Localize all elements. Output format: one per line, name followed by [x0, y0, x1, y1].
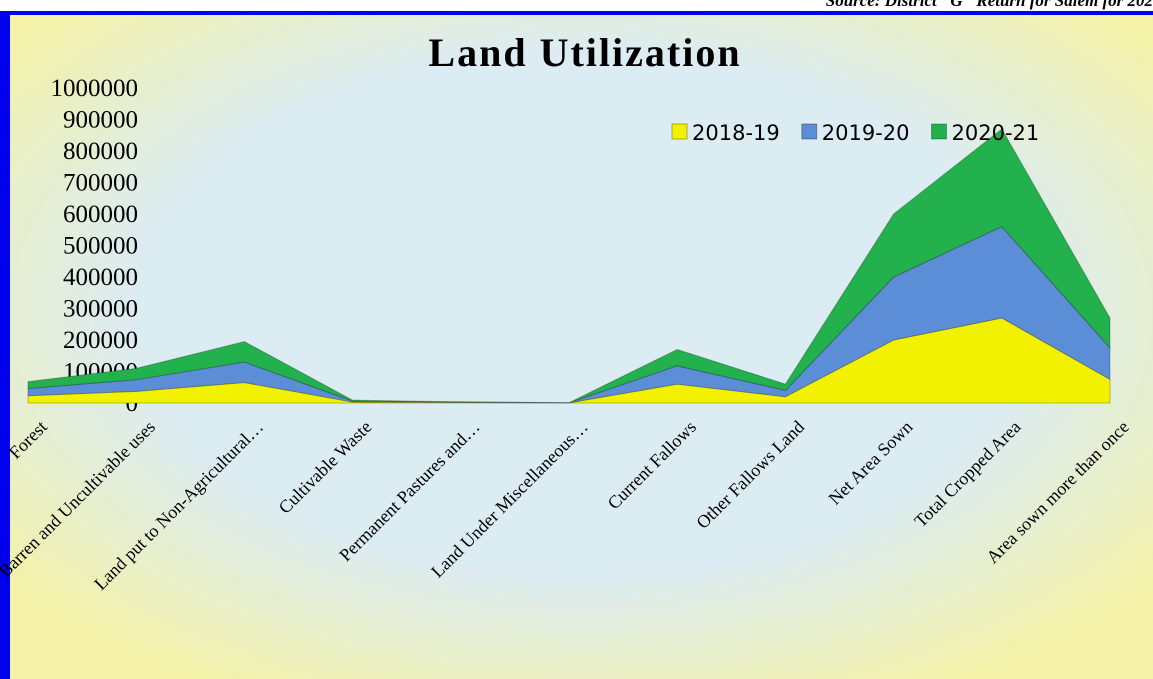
y-tick-label: 300000: [63, 296, 138, 323]
y-tick-label: 500000: [63, 233, 138, 260]
chart-title: Land Utilization: [428, 30, 741, 75]
y-tick-label: 1000000: [51, 75, 139, 102]
y-tick-label: 200000: [63, 327, 138, 354]
y-tick-label: 900000: [63, 107, 138, 134]
legend-label: 2018-19: [692, 121, 780, 145]
y-tick-label: 700000: [63, 170, 138, 197]
legend-label: 2020-21: [952, 121, 1040, 145]
y-tick-label: 800000: [63, 138, 138, 165]
legend-swatch: [801, 123, 818, 140]
legend-label: 2019-20: [822, 121, 910, 145]
legend-swatch: [671, 123, 688, 140]
area-series: [27, 128, 1111, 404]
y-tick-label: 400000: [63, 264, 138, 291]
y-tick-label: 600000: [63, 201, 138, 228]
legend-swatch: [931, 123, 947, 140]
source-note: Source: District "G" Return for Salem fo…: [826, 0, 1153, 10]
